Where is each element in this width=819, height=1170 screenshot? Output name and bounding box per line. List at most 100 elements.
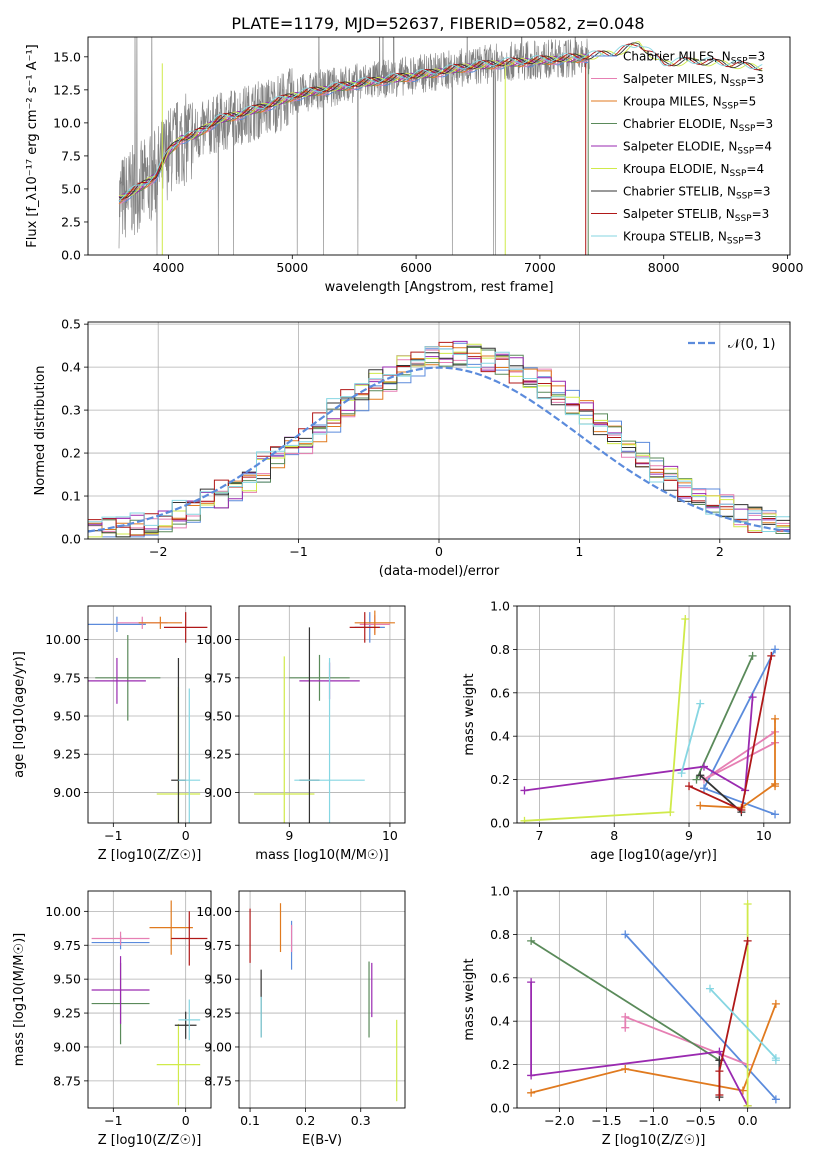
mass-weight-marker [621, 1064, 630, 1073]
mass-weight-marker [767, 651, 776, 660]
residual-histogram-step [88, 346, 790, 532]
y-tick-label: 9.75 [204, 938, 232, 953]
mass-weight-marker [699, 784, 708, 793]
plot-area [239, 891, 405, 1108]
mass-weight-marker [743, 936, 752, 945]
y-tick-label: 9.00 [204, 1039, 232, 1054]
y-tick-label: 9.25 [204, 747, 232, 762]
y-tick-label: 9.00 [53, 785, 81, 800]
x-tick-label: 10 [382, 828, 398, 843]
x-tick-label: −2.0 [544, 1113, 574, 1128]
legend-label: Salpeter MILES, NSSP=3 [623, 72, 764, 89]
y-tick-label: 10.00 [196, 904, 232, 919]
legend-label: Kroupa STELIB, NSSP=3 [623, 230, 761, 247]
x-tick-label: 0.0 [738, 1113, 758, 1128]
y-tick-label: 0.2 [490, 772, 510, 787]
y-tick-label: 0.4 [61, 360, 81, 375]
y-tick-label: 10.00 [45, 904, 81, 919]
y-tick-label: 0.0 [490, 816, 510, 831]
y-tick-label: 12.5 [53, 82, 81, 97]
plot-area [118, 37, 763, 255]
x-axis-label: (data-model)/error [379, 564, 500, 579]
legend-subscript: SSP [722, 102, 739, 112]
massweight-vs-metallicity-panel: −2.0 −1.5 −1.0 −0.5 0.0 0.0 0.2 0.4 0.6 0.8 1.0 Z [… [462, 884, 791, 1148]
mass-vs-metallicity-panel: −1 0 8.75 9.00 9.25 9.50 9.75 10.00 Z [log10(Z/Z… [12, 890, 212, 1148]
y-tick-label: 1.0 [490, 884, 510, 899]
y-tick-label: 9.75 [204, 670, 232, 685]
mass-weight-marker [771, 645, 780, 654]
mass-weight-marker [527, 1071, 536, 1080]
x-tick-label: −1 [289, 544, 307, 559]
y-tick-label: 0.2 [61, 446, 81, 461]
axes-frame [238, 605, 406, 824]
mass-weight-line [530, 940, 720, 1062]
legend-subscript: SSP [735, 214, 752, 224]
mass-weight-marker [705, 984, 714, 993]
y-axis-label: mass [log10(M/M☉)] [12, 933, 27, 1066]
x-axis-label: Z [log10(Z/Z☉)] [98, 848, 202, 863]
mass-vs-ebv-panel: 0.1 0.2 0.3 8.75 9.00 9.25 9.50 9.75 10.00 E(B-V) [196, 890, 406, 1148]
mass-weight-marker [715, 1047, 724, 1056]
y-tick-label: 0.0 [490, 1101, 510, 1116]
x-tick-label: 0 [182, 1113, 190, 1128]
legend-count: =5 [739, 95, 757, 109]
mass-weight-marker [666, 808, 675, 817]
legend-label: Salpeter STELIB, NSSP=3 [623, 207, 769, 224]
normal-distribution-curve [88, 366, 790, 533]
mass-weight-marker [737, 805, 746, 814]
mass-weight-line [718, 940, 749, 1095]
x-tick-label: 7000 [524, 260, 556, 275]
y-tick-label: 0.8 [490, 927, 510, 942]
x-tick-label: 1 [575, 544, 583, 559]
x-axis-label: Z [log10(Z/Z☉)] [98, 1133, 202, 1148]
axes-frame [87, 605, 212, 824]
y-tick-label: 0.6 [490, 970, 510, 985]
x-tick-label: 0.2 [295, 1113, 315, 1128]
y-tick-label: 7.5 [61, 148, 81, 163]
legend-count: =4 [746, 162, 764, 176]
mass-weight-marker [715, 1090, 724, 1099]
legend-subscript: SSP [731, 57, 748, 67]
y-tick-label: 0.6 [490, 685, 510, 700]
legend-count: =3 [752, 207, 770, 221]
y-tick-label: 10.00 [45, 632, 81, 647]
mass-weight-marker [699, 762, 708, 771]
x-tick-label: 6000 [400, 260, 432, 275]
y-tick-label: 9.00 [204, 785, 232, 800]
mass-weight-marker [692, 775, 701, 784]
mass-weight-marker [748, 693, 757, 702]
y-tick-label: 0.4 [490, 729, 510, 744]
mass-weight-marker [527, 1088, 536, 1097]
y-tick-label: 1.0 [490, 599, 510, 614]
model-spectrum-line [118, 41, 763, 197]
legend-subscript: SSP [730, 79, 747, 89]
mass-weight-line [695, 655, 754, 780]
mass-weight-line [530, 1003, 777, 1094]
plot-area [88, 891, 211, 1108]
y-tick-label: 9.75 [53, 938, 81, 953]
x-tick-label: −0.5 [685, 1113, 715, 1128]
figure-title: PLATE=1179, MJD=52637, FIBERID=0582, z=0… [231, 14, 644, 33]
legend-count: =3 [755, 117, 773, 131]
mass-weight-line [530, 982, 749, 1107]
mass-weight-marker [696, 801, 705, 810]
x-axis-label: age [log10(age/yr)] [590, 848, 717, 863]
mass-weight-marker [696, 699, 705, 708]
y-tick-label: 9.00 [53, 1039, 81, 1054]
legend-subscript: SSP [736, 192, 753, 202]
y-tick-label: 10.00 [196, 632, 232, 647]
massweight-vs-age-panel: 7 8 9 10 0.0 0.2 0.4 0.6 0.8 1.0 age [log10(age/yr… [462, 599, 791, 863]
x-axis-label: mass [log10(M/M☉)] [255, 848, 388, 863]
legend-label: Chabrier MILES, NSSP=3 [623, 50, 765, 67]
mass-weight-marker [771, 1056, 780, 1065]
mass-weight-marker [621, 1023, 630, 1032]
mass-weight-marker [685, 782, 694, 791]
y-tick-label: 2.5 [61, 214, 81, 229]
x-tick-label: 9 [285, 828, 293, 843]
mass-weight-marker [677, 769, 686, 778]
plot-area [88, 606, 211, 823]
mass-weight-marker [681, 615, 690, 624]
y-tick-label: 0.4 [490, 1014, 510, 1029]
y-tick-label: 0.0 [61, 532, 81, 547]
